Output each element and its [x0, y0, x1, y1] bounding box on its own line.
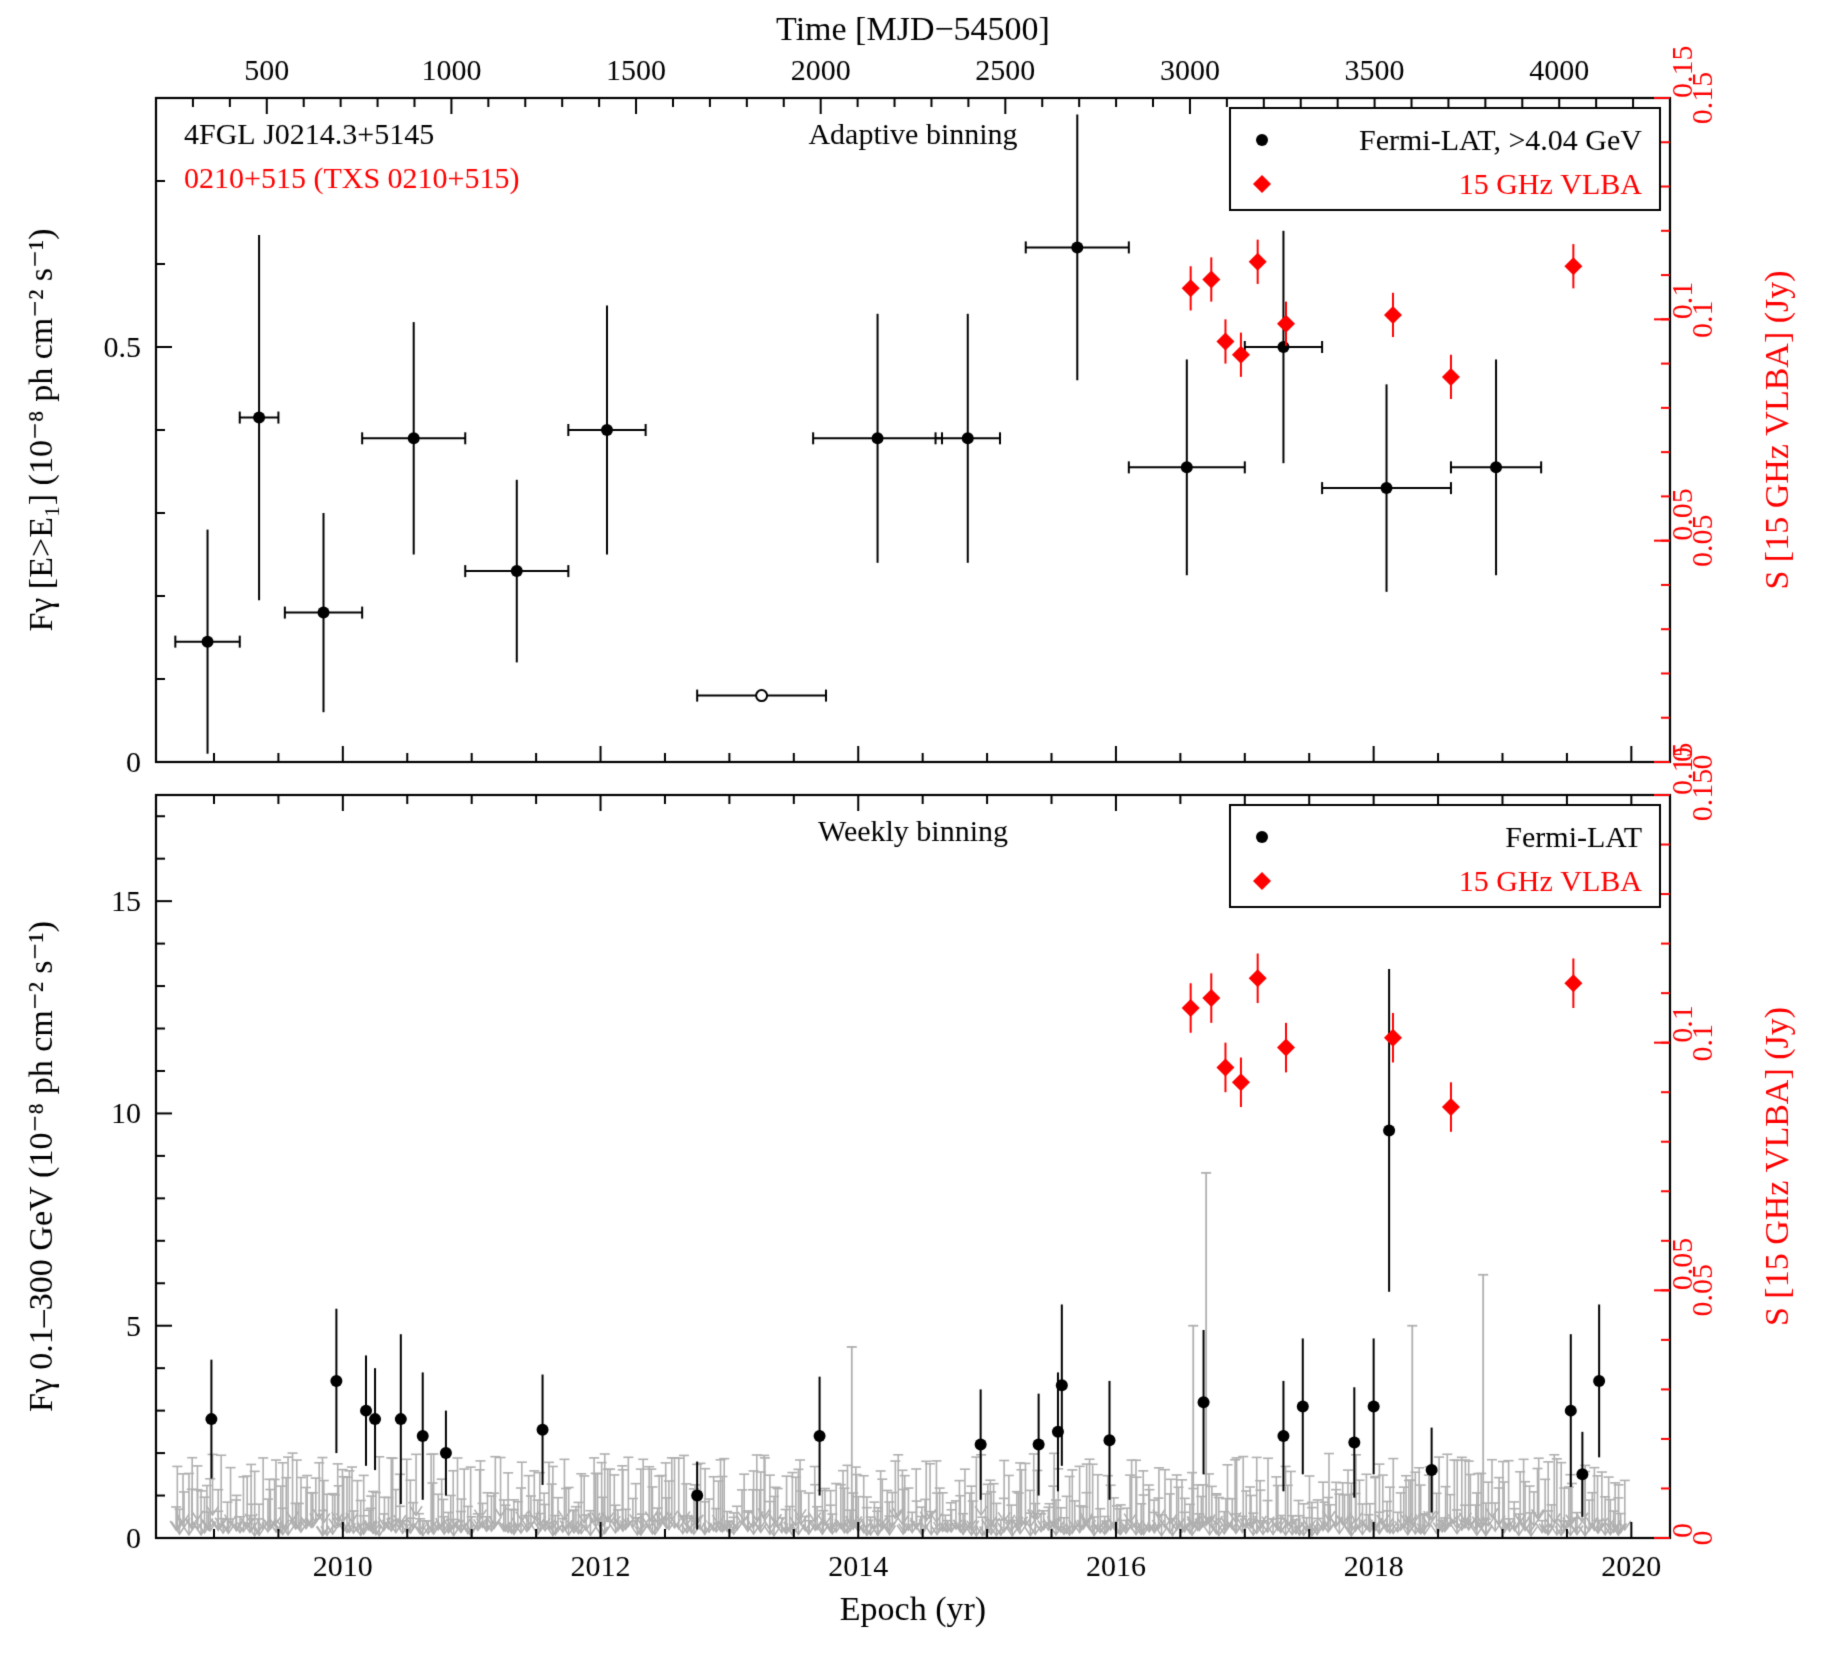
scientific-plot	[0, 0, 1826, 1671]
